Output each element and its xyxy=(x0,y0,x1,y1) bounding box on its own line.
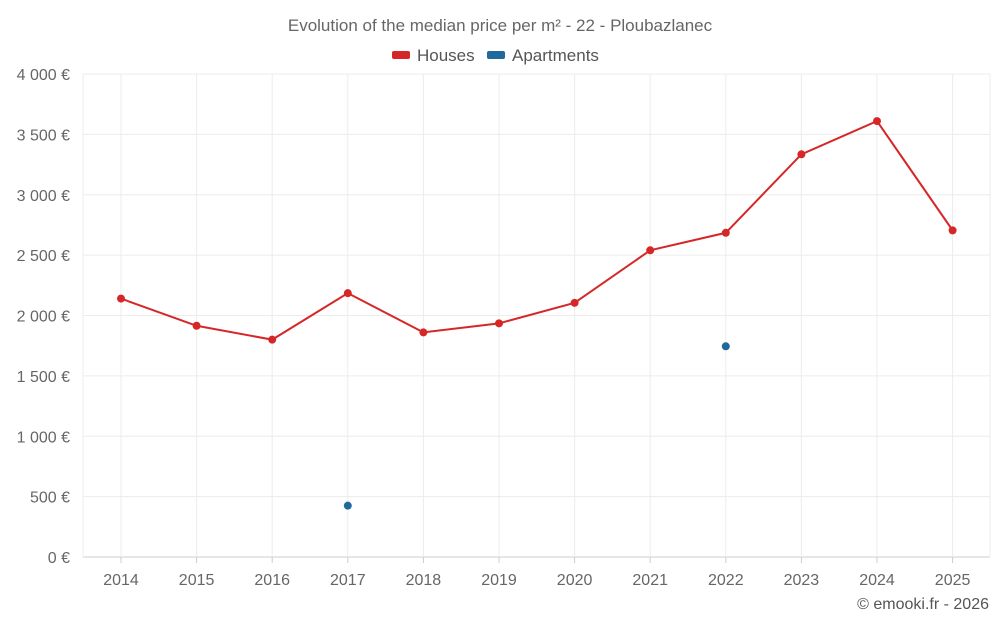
data-point-apartments xyxy=(343,501,352,510)
gridlines xyxy=(82,73,991,563)
data-point-houses xyxy=(192,321,201,330)
x-tick-label: 2023 xyxy=(784,572,820,589)
x-tick-label: 2024 xyxy=(859,572,895,589)
legend-item-houses[interactable]: Houses xyxy=(392,46,475,65)
data-point-houses xyxy=(570,298,579,307)
x-tick-label: 2021 xyxy=(632,572,668,589)
x-tick-label: 2014 xyxy=(103,572,139,589)
y-tick-label: 1 500 € xyxy=(17,369,70,386)
x-tick-label: 2015 xyxy=(179,572,215,589)
y-tick-label: 4 000 € xyxy=(17,67,70,84)
series-line-houses xyxy=(120,119,954,341)
x-axis-labels: 2014 2015 2016 2017 2018 2019 2020 2021 2022 2023… xyxy=(103,572,970,589)
data-point-apartments xyxy=(721,342,730,351)
chart-title: Evolution of the median price per m² - 2… xyxy=(288,16,713,35)
legend-label-apartments: Apartments xyxy=(512,46,599,65)
data-point-houses xyxy=(117,294,125,303)
series-layer xyxy=(117,117,957,510)
series-houses xyxy=(117,117,957,344)
y-tick-label: 2 000 € xyxy=(17,309,70,326)
y-axis-labels: 0 € 500 € 1 000 € 1 500 € 2 000 € 2 500 € 3 00… xyxy=(17,67,70,567)
data-point-houses xyxy=(495,319,503,328)
y-tick-label: 0 € xyxy=(48,550,70,567)
y-tick-label: 2 500 € xyxy=(17,248,70,265)
series-apartments xyxy=(343,342,730,510)
legend-swatch-apartments xyxy=(487,51,505,59)
legend-item-apartments[interactable]: Apartments xyxy=(487,46,599,65)
x-tick-label: 2019 xyxy=(481,572,517,589)
y-tick-label: 500 € xyxy=(30,490,70,507)
x-tick-label: 2016 xyxy=(254,572,290,589)
data-point-houses xyxy=(797,150,806,159)
legend: Houses Apartments xyxy=(392,46,599,65)
data-point-houses xyxy=(268,335,277,344)
x-tick-label: 2022 xyxy=(708,572,744,589)
credit-text: © emooki.fr - 2026 xyxy=(857,596,989,613)
data-point-houses xyxy=(646,246,655,255)
legend-label-houses: Houses xyxy=(417,46,475,65)
y-tick-label: 1 000 € xyxy=(17,429,70,446)
x-tick-label: 2017 xyxy=(330,572,366,589)
x-tick-label: 2018 xyxy=(406,572,442,589)
data-point-houses xyxy=(419,328,428,337)
data-point-houses xyxy=(343,289,352,298)
data-point-houses xyxy=(721,228,730,237)
data-point-houses xyxy=(873,117,881,126)
x-tick-label: 2020 xyxy=(557,572,593,589)
data-point-houses xyxy=(948,226,957,235)
y-tick-label: 3 000 € xyxy=(17,188,70,205)
legend-swatch-houses xyxy=(392,51,410,59)
y-tick-label: 3 500 € xyxy=(17,127,70,144)
x-tick-label: 2025 xyxy=(935,572,971,589)
